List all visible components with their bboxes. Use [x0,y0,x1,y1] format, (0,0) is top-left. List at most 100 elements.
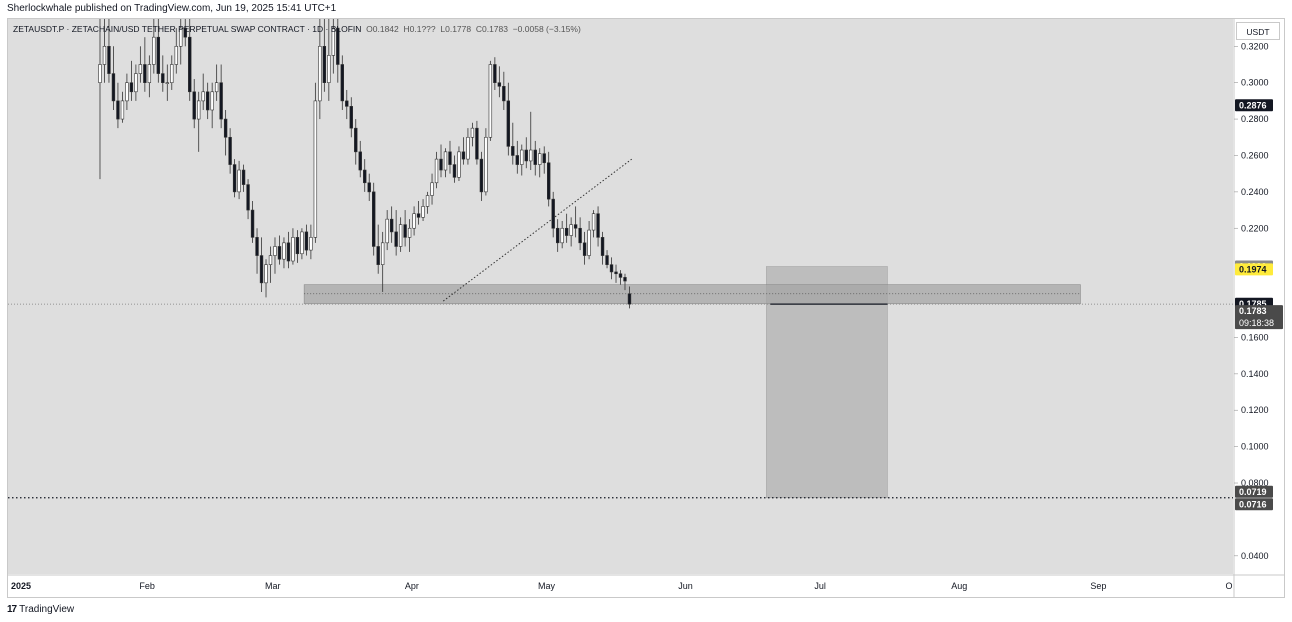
candle-body [147,64,152,83]
price-label-box [1235,485,1273,498]
candle-body [497,82,502,87]
x-tick-label: O [1225,581,1232,591]
x-tick-label: Mar [265,581,281,591]
candle-body [551,198,555,229]
candle-body [363,169,367,184]
low-value: 0.1778 [445,24,472,34]
change-value: −0.0058 (−3.15%) [512,24,581,34]
candle-body [439,158,443,171]
candle-body [197,100,201,120]
candle-body [309,237,313,251]
candle-body [201,91,205,102]
candle-body [304,231,309,251]
candle-body [488,64,493,138]
candle-body [156,36,161,74]
candle-body [188,36,192,93]
candle-body [502,86,506,102]
candle-body [389,218,394,233]
candle-body [511,146,515,156]
tradingview-brand[interactable]: 17 TradingView [7,603,74,617]
candle-body [354,127,358,153]
candle-body [452,164,457,178]
candle-body [138,64,143,74]
candle-body [421,206,425,218]
currency-unit-button[interactable]: USDT [1236,22,1280,40]
candle-body [578,227,582,244]
candle-body [282,242,286,260]
candle-body [152,36,156,65]
candle-body [250,209,255,238]
candle-body [376,246,380,265]
candle-body [538,153,542,165]
price-label-box [1235,263,1273,276]
candle-body [434,158,439,184]
candle-body [618,273,623,278]
tradingview-logo-icon: 17 [7,604,17,615]
projection-box [766,266,888,499]
candle-body [600,237,605,256]
candle-body [322,45,327,83]
candle-body [596,213,600,238]
x-tick-label: Feb [139,581,155,591]
publish-text: Sherlockwhale published on TradingView.c… [7,3,337,14]
candle-body [210,91,214,111]
candle-body [591,213,596,231]
open-value: 0.1842 [372,24,399,34]
symbol-info: ZETAUSDT.P · ZETACHAIN/USD TETHER PERPET… [13,24,581,34]
close-label: C [475,24,482,34]
candle-body [493,64,497,83]
price-label-box [1235,305,1283,330]
y-tick-label: 0.2600 [1241,150,1269,160]
y-tick-label: 0.1200 [1241,405,1269,415]
candle-body [327,55,331,83]
candle-body [300,231,304,255]
candle-body [475,127,479,160]
candle-body [448,151,452,165]
candle-body [170,64,174,83]
y-tick-label: 0.3000 [1241,78,1269,88]
candle-body [183,27,187,38]
candle-body [223,118,228,138]
y-tick-label: 0.2800 [1241,114,1269,124]
ohlc-values: O0.1842 H0.1??? L0.1778 C0.1783 −0.0058 … [364,24,581,34]
candle-body [358,151,362,171]
candle-body [107,45,111,74]
y-tick-label: 0.0400 [1241,551,1269,561]
candle-body [219,82,223,120]
support-zone [303,284,1081,305]
candle-body [398,224,403,247]
candle-body [367,182,371,193]
candle-body [547,162,551,200]
candle-body [470,127,475,138]
price-label-text: 0.1785 [1239,299,1267,309]
candle-body [228,136,232,165]
candle-body [587,229,591,256]
x-tick-label: Sep [1090,581,1106,591]
price-label-text: 0.1783 [1239,306,1267,316]
price-label-text: 0.0719 [1239,487,1267,497]
candle-body [336,27,340,65]
publish-header: Sherlockwhale published on TradingView.c… [0,0,1292,18]
candle-body [349,106,353,129]
candle-body [161,73,165,83]
price-label-box [1235,99,1273,112]
candle-body [614,271,618,275]
candle-body [255,237,259,256]
y-tick-label: 0.1000 [1241,442,1269,452]
candle-body [461,151,466,160]
candle-body [331,27,336,56]
candle-body [569,224,573,236]
candle-body [259,255,264,284]
open-label: O [366,24,373,34]
candle-body [582,242,587,256]
candle-body [295,237,300,255]
candle-body [407,227,412,238]
candle-body [277,246,282,260]
candle-body [268,255,273,265]
candle-body [520,149,524,165]
candle-body [506,100,511,147]
candle-body [372,191,376,247]
candle-body [214,82,219,93]
y-tick-label: 0.2200 [1241,223,1269,233]
